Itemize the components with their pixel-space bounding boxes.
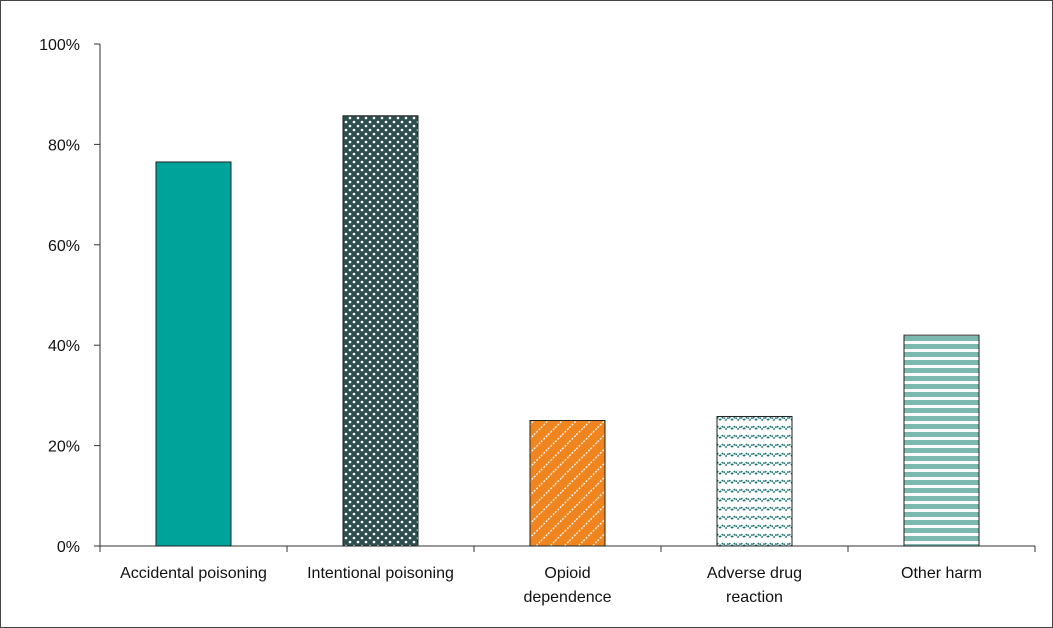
- x-category-label: Other harm: [901, 565, 982, 582]
- bar-4: [903, 334, 980, 547]
- bar-2: [529, 420, 606, 547]
- y-tick-label: 20%: [48, 439, 80, 456]
- x-category-label: reaction: [726, 589, 783, 606]
- bar-1: [342, 115, 419, 547]
- y-tick-label: 40%: [48, 338, 80, 355]
- x-category-label: Intentional poisoning: [307, 565, 454, 582]
- y-tick-label: 60%: [48, 238, 80, 255]
- y-tick-label: 100%: [39, 37, 80, 54]
- x-category-label: dependence: [523, 589, 611, 606]
- x-category-label: Opioid: [544, 565, 590, 582]
- x-category-label: Accidental poisoning: [120, 565, 267, 582]
- bar-0: [155, 161, 232, 547]
- x-category-label: Adverse drug: [707, 565, 802, 582]
- y-tick-label: 0%: [57, 539, 80, 556]
- bars-group: [155, 115, 980, 547]
- labels-group: 0% 20% 40% 60% 80% 100% Accidental poisoning In…: [39, 37, 982, 606]
- y-tick-label: 80%: [48, 137, 80, 154]
- bar-3: [716, 415, 793, 547]
